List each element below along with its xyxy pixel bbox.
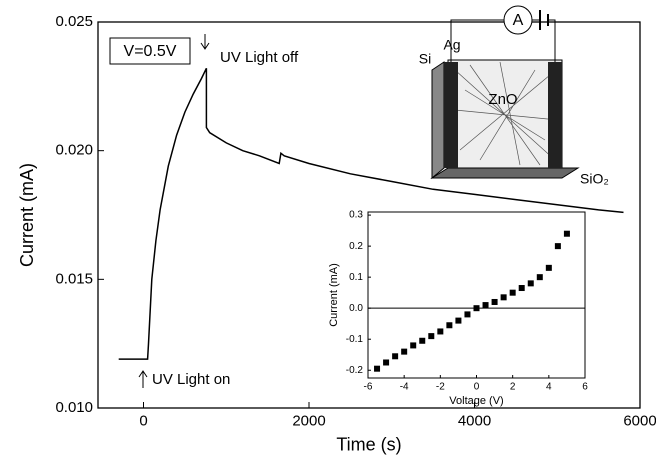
data-point bbox=[392, 353, 399, 360]
data-point bbox=[464, 311, 471, 318]
annotation-box bbox=[109, 37, 191, 65]
y-axis-label: Current (mA) bbox=[328, 263, 340, 327]
x-tick-label: -2 bbox=[436, 382, 445, 393]
plot-frame bbox=[367, 211, 586, 379]
x-tick-label: 2 bbox=[510, 382, 516, 393]
arrow bbox=[138, 370, 148, 388]
annotation: V=0.5V bbox=[124, 43, 177, 60]
x-tick-label: 6000 bbox=[623, 412, 656, 429]
substrate bbox=[430, 167, 580, 179]
si-layer bbox=[431, 61, 445, 180]
data-point bbox=[374, 365, 381, 372]
wires bbox=[450, 19, 556, 62]
x-tick-label: 2000 bbox=[292, 412, 325, 429]
ammeter bbox=[503, 5, 533, 35]
data-point bbox=[401, 348, 408, 355]
nanowires bbox=[454, 61, 559, 166]
annotation: UV Light on bbox=[152, 371, 230, 388]
chart: -6 -4 -2 0 2 4 6 -0.2 -0.1 0.0 0.1 0.2 0.3 Voltage (V… bbox=[328, 210, 588, 407]
schematic: A Si Ag ZnO SiO₂ bbox=[419, 5, 609, 187]
data-point bbox=[383, 359, 390, 366]
y-axis-label: Current (mA) bbox=[17, 163, 37, 267]
data-point bbox=[410, 342, 417, 349]
y-tick-label: -0.2 bbox=[346, 365, 364, 376]
y-tick-label: 0.025 bbox=[55, 13, 93, 30]
y-tick-label: 0.0 bbox=[349, 303, 363, 314]
ag-right bbox=[548, 62, 562, 168]
x-tick-label: -6 bbox=[364, 382, 373, 393]
x-tick-label: 4 bbox=[546, 382, 552, 393]
data-point bbox=[446, 322, 453, 329]
data-point bbox=[563, 230, 570, 237]
data-point bbox=[455, 317, 462, 324]
x-axis-label: Time (s) bbox=[336, 435, 401, 455]
schematic-label: SiO₂ bbox=[580, 171, 609, 187]
annotation: UV Light off bbox=[220, 49, 299, 66]
arrow bbox=[200, 34, 210, 50]
schematic-label: ZnO bbox=[488, 91, 517, 108]
data-point bbox=[419, 337, 426, 344]
x-tick-label: 0 bbox=[139, 412, 147, 429]
zno-film bbox=[447, 59, 563, 169]
y-tick-label: 0.3 bbox=[349, 210, 363, 221]
data-point bbox=[428, 333, 435, 340]
schematic-label: Si bbox=[419, 51, 431, 67]
data-line bbox=[118, 67, 624, 360]
data-point bbox=[491, 298, 498, 305]
ag-left bbox=[444, 62, 458, 168]
schematic-label: A bbox=[513, 12, 524, 29]
data-point bbox=[527, 280, 534, 287]
data-point bbox=[545, 264, 552, 271]
y-tick-label: 0.010 bbox=[55, 399, 93, 416]
data-point bbox=[518, 285, 525, 292]
y-tick-label: 0.2 bbox=[349, 241, 363, 252]
y-tick-label: 0.1 bbox=[349, 272, 363, 283]
data-point bbox=[500, 294, 507, 301]
data-point bbox=[554, 243, 561, 250]
data-point bbox=[473, 305, 480, 312]
x-tick-label: 0 bbox=[474, 382, 480, 393]
y-tick-label: -0.1 bbox=[346, 334, 364, 345]
data-point bbox=[536, 274, 543, 281]
data-point bbox=[509, 289, 516, 296]
x-axis-label: Voltage (V) bbox=[449, 395, 503, 407]
data-point bbox=[437, 328, 444, 335]
data-point bbox=[482, 302, 489, 309]
x-tick-label: 6 bbox=[582, 382, 588, 393]
x-tick-label: 4000 bbox=[458, 412, 491, 429]
x-tick-label: -4 bbox=[400, 382, 409, 393]
y-tick-label: 0.015 bbox=[55, 270, 93, 287]
y-tick-label: 0.020 bbox=[55, 142, 93, 159]
schematic-label: Ag bbox=[443, 37, 460, 53]
